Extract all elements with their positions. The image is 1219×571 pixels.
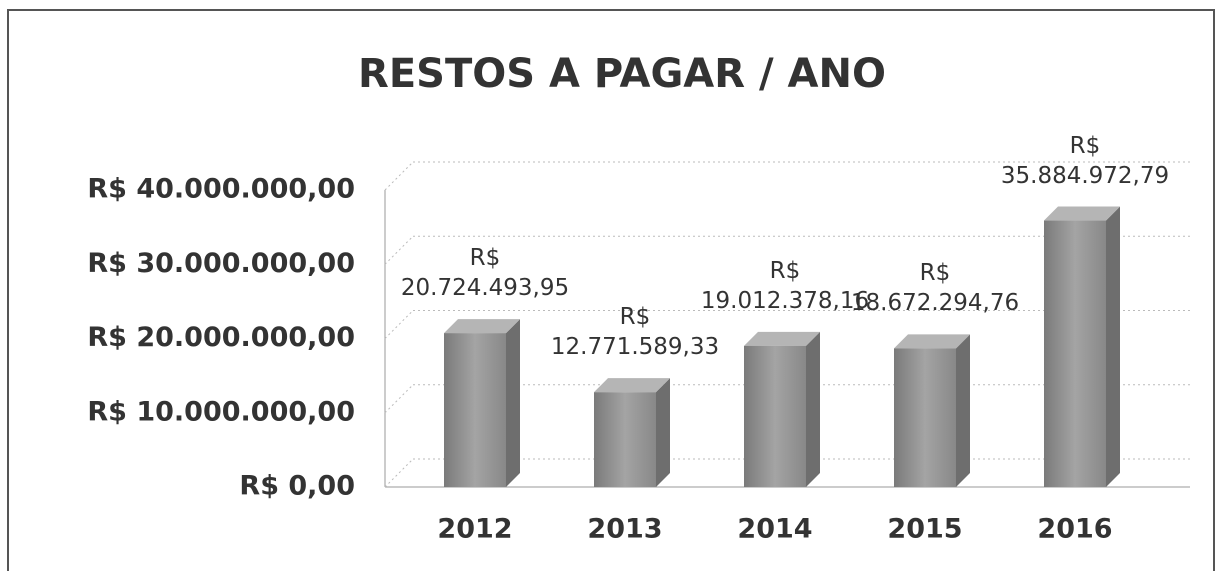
bar-top bbox=[594, 378, 670, 393]
chart-title: RESTOS A PAGAR / ANO bbox=[358, 51, 886, 97]
grid-line bbox=[384, 458, 414, 488]
bar-side bbox=[956, 334, 970, 487]
x-tick-label: 2012 bbox=[437, 514, 512, 545]
value-label: R$ 12.771.589,33 bbox=[550, 304, 720, 361]
value-label: R$ 35.884.972,79 bbox=[1000, 132, 1170, 189]
bar-top bbox=[444, 319, 520, 334]
x-tick-label: 2016 bbox=[1037, 514, 1112, 545]
grid-line bbox=[384, 235, 414, 265]
bar-top bbox=[744, 331, 820, 346]
y-tick-label: R$ 10.000.000,00 bbox=[87, 396, 355, 427]
grid-line bbox=[384, 161, 414, 191]
bar-side bbox=[806, 331, 820, 487]
bar-side bbox=[1106, 206, 1120, 487]
x-tick-label: 2013 bbox=[587, 514, 662, 545]
bar-side bbox=[506, 319, 520, 487]
grid-line bbox=[384, 384, 414, 414]
frame bbox=[7, 9, 1215, 571]
y-tick-label: R$ 30.000.000,00 bbox=[87, 248, 355, 279]
value-label: R$ 19.012.378,16 bbox=[700, 257, 870, 314]
y-tick-label: R$ 0,00 bbox=[239, 471, 355, 502]
y-tick-label: R$ 20.000.000,00 bbox=[87, 322, 355, 353]
value-label: R$ 18.672.294,76 bbox=[850, 260, 1020, 317]
grid-line bbox=[384, 310, 414, 339]
bar-top bbox=[894, 334, 970, 349]
bar-side bbox=[656, 378, 670, 487]
x-tick-label: 2015 bbox=[887, 514, 962, 545]
x-tick-label: 2014 bbox=[737, 514, 812, 545]
bar-top bbox=[1044, 206, 1120, 221]
bar bbox=[1044, 220, 1106, 487]
bar bbox=[444, 333, 506, 487]
bar bbox=[594, 392, 656, 487]
value-label: R$ 20.724.493,95 bbox=[400, 245, 570, 302]
bar bbox=[744, 345, 806, 487]
y-tick-label: R$ 40.000.000,00 bbox=[87, 174, 355, 205]
bar bbox=[894, 348, 956, 487]
